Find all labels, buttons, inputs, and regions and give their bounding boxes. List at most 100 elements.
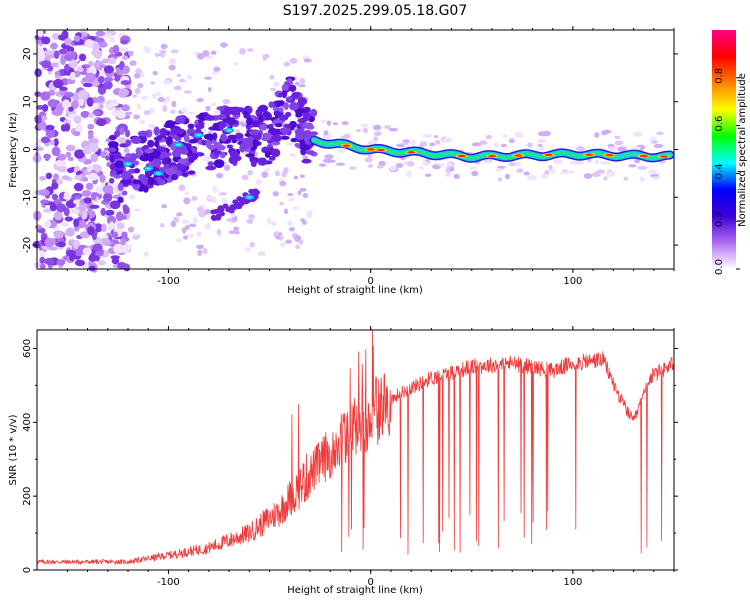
speckle-blob [115, 211, 124, 222]
y-tick-label: 0 [22, 567, 33, 573]
speckle-blob [183, 90, 192, 94]
speckle-blob [54, 71, 61, 77]
speckle-blob [85, 182, 94, 191]
speckle-blob [278, 234, 284, 241]
fringe-blob [429, 142, 435, 147]
speckle-blob [36, 47, 44, 53]
ridge-blob [271, 140, 281, 146]
fringe-blob [548, 164, 553, 171]
speckle-blob [51, 181, 59, 190]
speckle-blob [128, 194, 136, 200]
speckle-blob [40, 60, 52, 69]
speckle-blob [101, 223, 107, 233]
speckle-blob [239, 47, 246, 55]
spectrogram-speckle-layer [32, 27, 666, 273]
ridge-blob [279, 114, 289, 121]
speckle-blob [298, 84, 306, 88]
fringe-blob [349, 166, 357, 170]
y-tick-label: 20 [22, 48, 33, 61]
x-tick-label: 0 [367, 577, 373, 588]
fringe-blob [340, 135, 349, 139]
speckle-blob [288, 226, 295, 232]
speckle-blob [57, 153, 67, 161]
ridge-spot-core [196, 133, 202, 137]
speckle-blob [284, 208, 289, 215]
speckle-blob [120, 80, 131, 86]
ridge-blob [248, 130, 260, 136]
speckle-blob [132, 94, 138, 98]
speckle-blob [40, 115, 48, 121]
speckle-blob [288, 197, 295, 202]
ridge-blob [170, 127, 179, 135]
speckle-blob [196, 206, 204, 213]
speckle-blob [41, 36, 51, 45]
ridge-spot-core [125, 162, 131, 166]
speckle-blob [49, 140, 55, 145]
speckle-blob [161, 204, 167, 209]
speckle-blob [204, 208, 211, 215]
x-tick-label: -100 [157, 577, 180, 588]
speckle-blob [211, 102, 217, 107]
ridge-blob [223, 106, 235, 112]
speckle-blob [103, 65, 114, 74]
speckle-blob [272, 191, 279, 197]
speckle-blob [89, 265, 96, 272]
fringe-blob [536, 138, 546, 144]
ridge-blob [153, 136, 162, 142]
speckle-blob [246, 48, 254, 53]
speckle-blob [285, 239, 293, 244]
speckle-blob [279, 242, 287, 247]
ridge-blob [151, 158, 162, 167]
ridge-blob [217, 114, 227, 120]
speckle-blob [43, 49, 55, 55]
speckle-blob [299, 187, 307, 192]
speckle-blob [115, 69, 124, 75]
speckle-blob [73, 115, 82, 124]
speckle-blob [86, 97, 94, 107]
ridge-blob [286, 78, 293, 83]
fringe-blob [601, 130, 608, 136]
ridge-blob [289, 101, 300, 111]
fringe-blob [587, 159, 592, 163]
fringe-blob [656, 131, 664, 135]
speckle-blob [223, 164, 231, 171]
ridge-blob [288, 84, 297, 92]
fringe-blob [422, 161, 429, 166]
speckle-blob [90, 153, 99, 163]
speckle-blob [104, 32, 112, 39]
fringe-blob [485, 134, 492, 140]
speckle-blob [42, 137, 51, 143]
fringe-blob [320, 119, 326, 124]
ridge-spot-core [155, 172, 161, 175]
ridge-blob [276, 100, 285, 106]
speckle-blob [302, 155, 308, 160]
fringe-blob [594, 132, 600, 138]
speckle-blob [302, 192, 309, 199]
speckle-blob [266, 218, 272, 225]
speckle-blob [92, 243, 103, 252]
speckle-blob [134, 87, 141, 95]
speckle-blob [74, 259, 86, 267]
speckle-blob [51, 109, 63, 116]
speckle-blob [207, 196, 214, 200]
speckle-blob [78, 97, 85, 106]
speckle-blob [44, 237, 55, 248]
fringe-blob [614, 140, 624, 146]
speckle-blob [188, 223, 197, 228]
speckle-blob [205, 105, 211, 112]
speckle-blob [56, 178, 64, 185]
speckle-blob [233, 61, 239, 66]
speckle-blob [74, 175, 82, 180]
fringe-blob [403, 160, 409, 166]
speckle-blob [112, 256, 119, 262]
speckle-blob [97, 95, 105, 103]
speckle-blob [143, 110, 151, 115]
ridge-blob [176, 128, 185, 135]
speckle-blob [150, 81, 156, 85]
fringe-blob [560, 170, 567, 175]
ridge-blob [262, 110, 270, 117]
speckle-blob [269, 87, 277, 91]
branch-blob [236, 204, 243, 210]
fringe-blob [617, 146, 627, 152]
speckle-blob [70, 100, 79, 110]
